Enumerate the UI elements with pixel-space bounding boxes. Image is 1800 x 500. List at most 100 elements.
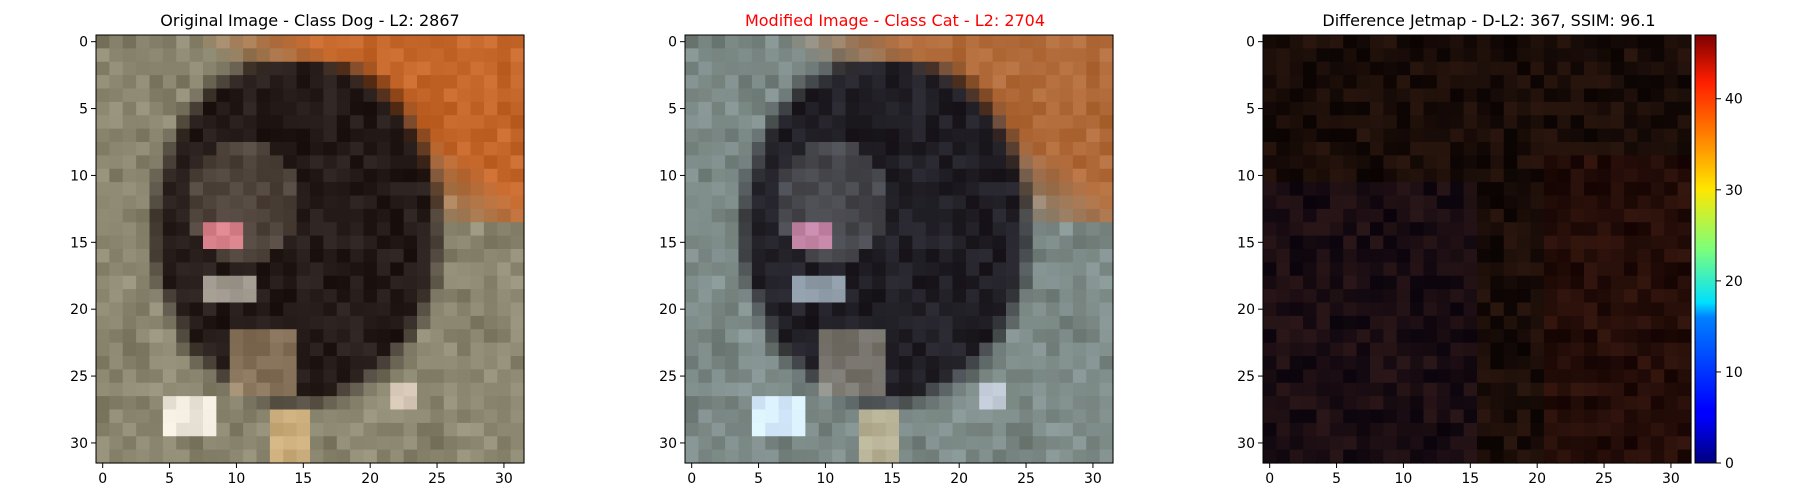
image-pixel-difference (1410, 262, 1425, 277)
image-pixel-original (296, 168, 311, 183)
image-pixel-modified (1006, 436, 1020, 451)
image-pixel-modified (778, 449, 793, 464)
image-pixel-difference (1584, 396, 1598, 411)
image-pixel-difference (1423, 342, 1438, 357)
image-pixel-original (510, 61, 525, 76)
image-pixel-original (323, 168, 338, 183)
image-pixel-original (189, 449, 204, 464)
image-pixel-modified (858, 75, 873, 90)
image-pixel-modified (818, 35, 833, 49)
image-pixel-modified (952, 88, 967, 103)
image-pixel-original (176, 449, 191, 464)
image-pixel-difference (1543, 342, 1558, 357)
image-pixel-modified (925, 155, 940, 170)
image-pixel-original (376, 182, 391, 197)
image-pixel-modified (1072, 275, 1087, 290)
image-pixel-modified (885, 235, 900, 250)
image-pixel-original (470, 101, 485, 116)
image-pixel-difference (1463, 48, 1478, 63)
image-pixel-difference (1597, 115, 1612, 130)
image-pixel-original (417, 128, 431, 143)
image-pixel-difference (1276, 422, 1291, 437)
image-pixel-modified (778, 262, 793, 277)
image-pixel-difference (1356, 235, 1371, 250)
image-pixel-modified (778, 436, 793, 451)
image-pixel-original (109, 369, 124, 384)
image-pixel-difference (1543, 35, 1558, 49)
image-pixel-original (149, 302, 164, 317)
image-pixel-original (483, 396, 498, 411)
image-pixel-original (189, 61, 204, 76)
image-pixel-modified (832, 142, 847, 156)
image-pixel-original (376, 369, 391, 384)
image-pixel-original (136, 88, 151, 103)
image-pixel-modified (711, 75, 726, 90)
image-pixel-original (96, 61, 110, 76)
image-pixel-difference (1677, 35, 1692, 49)
image-pixel-original (350, 182, 365, 197)
image-pixel-original (443, 275, 458, 290)
image-pixel-difference (1410, 289, 1425, 304)
x-tick-label-modified: 25 (1017, 471, 1035, 487)
image-difference (1263, 35, 1692, 464)
image-pixel-original (310, 249, 324, 263)
image-pixel-original (283, 409, 298, 424)
image-pixel-difference (1396, 409, 1411, 424)
image-pixel-original (363, 208, 378, 223)
image-pixel-original (417, 61, 431, 76)
image-pixel-modified (872, 195, 887, 210)
image-pixel-difference (1677, 142, 1692, 156)
image-pixel-modified (1086, 208, 1101, 223)
image-pixel-modified (858, 235, 873, 250)
image-pixel-modified (885, 436, 900, 451)
image-pixel-difference (1624, 315, 1639, 330)
image-pixel-difference (1597, 382, 1612, 397)
image-pixel-modified (1059, 396, 1074, 411)
image-pixel-modified (725, 422, 740, 437)
image-pixel-difference (1410, 396, 1425, 411)
image-pixel-difference (1584, 409, 1598, 424)
image-pixel-original (229, 275, 244, 290)
image-pixel-original (403, 75, 418, 90)
image-pixel-difference (1570, 409, 1585, 424)
image-pixel-original (376, 222, 391, 237)
image-pixel-difference (1610, 396, 1625, 411)
image-pixel-difference (1490, 88, 1505, 103)
image-pixel-original (350, 235, 365, 250)
x-tick-label-original: 15 (294, 471, 312, 487)
image-pixel-original (162, 182, 177, 197)
image-pixel-difference (1557, 142, 1572, 156)
image-pixel-difference (1543, 128, 1558, 143)
image-pixel-modified (725, 369, 740, 384)
image-pixel-original (430, 329, 445, 344)
image-pixel-original (229, 382, 244, 397)
image-pixel-original (470, 155, 485, 170)
image-pixel-original (443, 142, 458, 156)
image-pixel-original (203, 75, 217, 90)
image-pixel-modified (845, 289, 860, 304)
image-pixel-modified (1006, 315, 1020, 330)
image-pixel-difference (1597, 436, 1612, 451)
image-pixel-difference (1584, 262, 1598, 277)
image-pixel-difference (1664, 75, 1679, 90)
image-pixel-modified (1006, 182, 1020, 197)
image-pixel-modified (751, 115, 766, 130)
image-pixel-difference (1624, 275, 1639, 290)
image-pixel-difference (1477, 289, 1491, 304)
image-pixel-original (122, 342, 137, 357)
image-pixel-difference (1463, 449, 1478, 464)
image-pixel-original (323, 128, 338, 143)
image-pixel-original (203, 369, 217, 384)
image-pixel-original (376, 275, 391, 290)
image-pixel-modified (751, 155, 766, 170)
image-pixel-original (269, 289, 284, 304)
image-pixel-modified (872, 168, 887, 183)
image-pixel-difference (1289, 61, 1304, 76)
image-pixel-modified (1086, 48, 1101, 63)
image-pixel-difference (1463, 101, 1478, 116)
image-pixel-original (149, 382, 164, 397)
image-pixel-difference (1557, 436, 1572, 451)
image-pixel-difference (1289, 342, 1304, 357)
image-pixel-original (336, 128, 351, 143)
image-pixel-difference (1303, 275, 1318, 290)
